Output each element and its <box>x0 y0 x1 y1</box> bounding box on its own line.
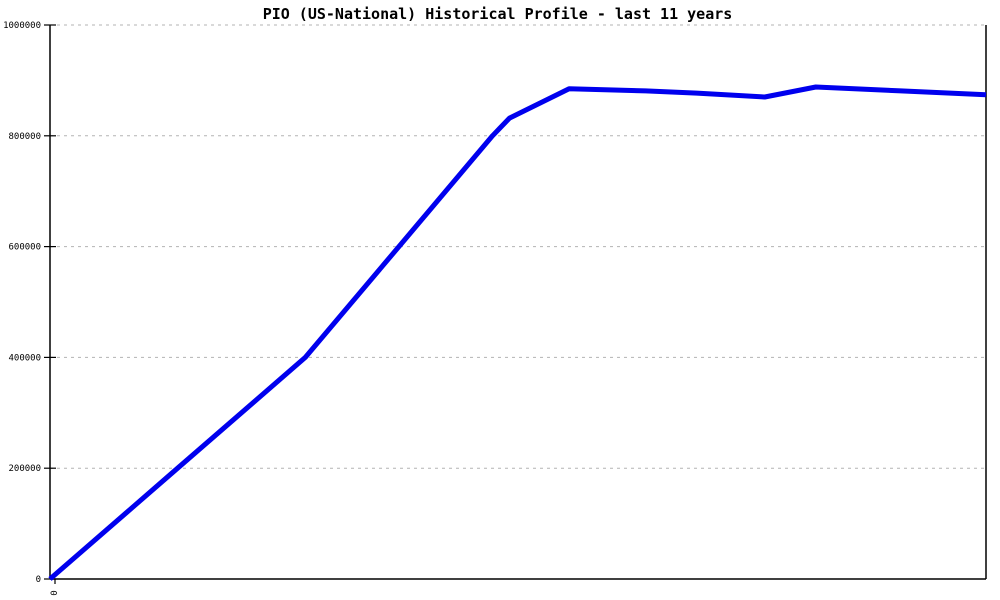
y-tick-label: 0 <box>36 575 41 585</box>
y-tick-label: 600000 <box>8 243 41 253</box>
y-tick-label: 1000000 <box>3 21 41 31</box>
series-line <box>48 84 987 581</box>
y-tick-label: 800000 <box>8 132 41 142</box>
chart-title: PIO (US-National) Historical Profile - l… <box>262 5 733 23</box>
y-tick-label: 400000 <box>8 353 41 363</box>
y-tick-label: 200000 <box>8 464 41 474</box>
x-tick-label: 0 <box>50 590 60 595</box>
